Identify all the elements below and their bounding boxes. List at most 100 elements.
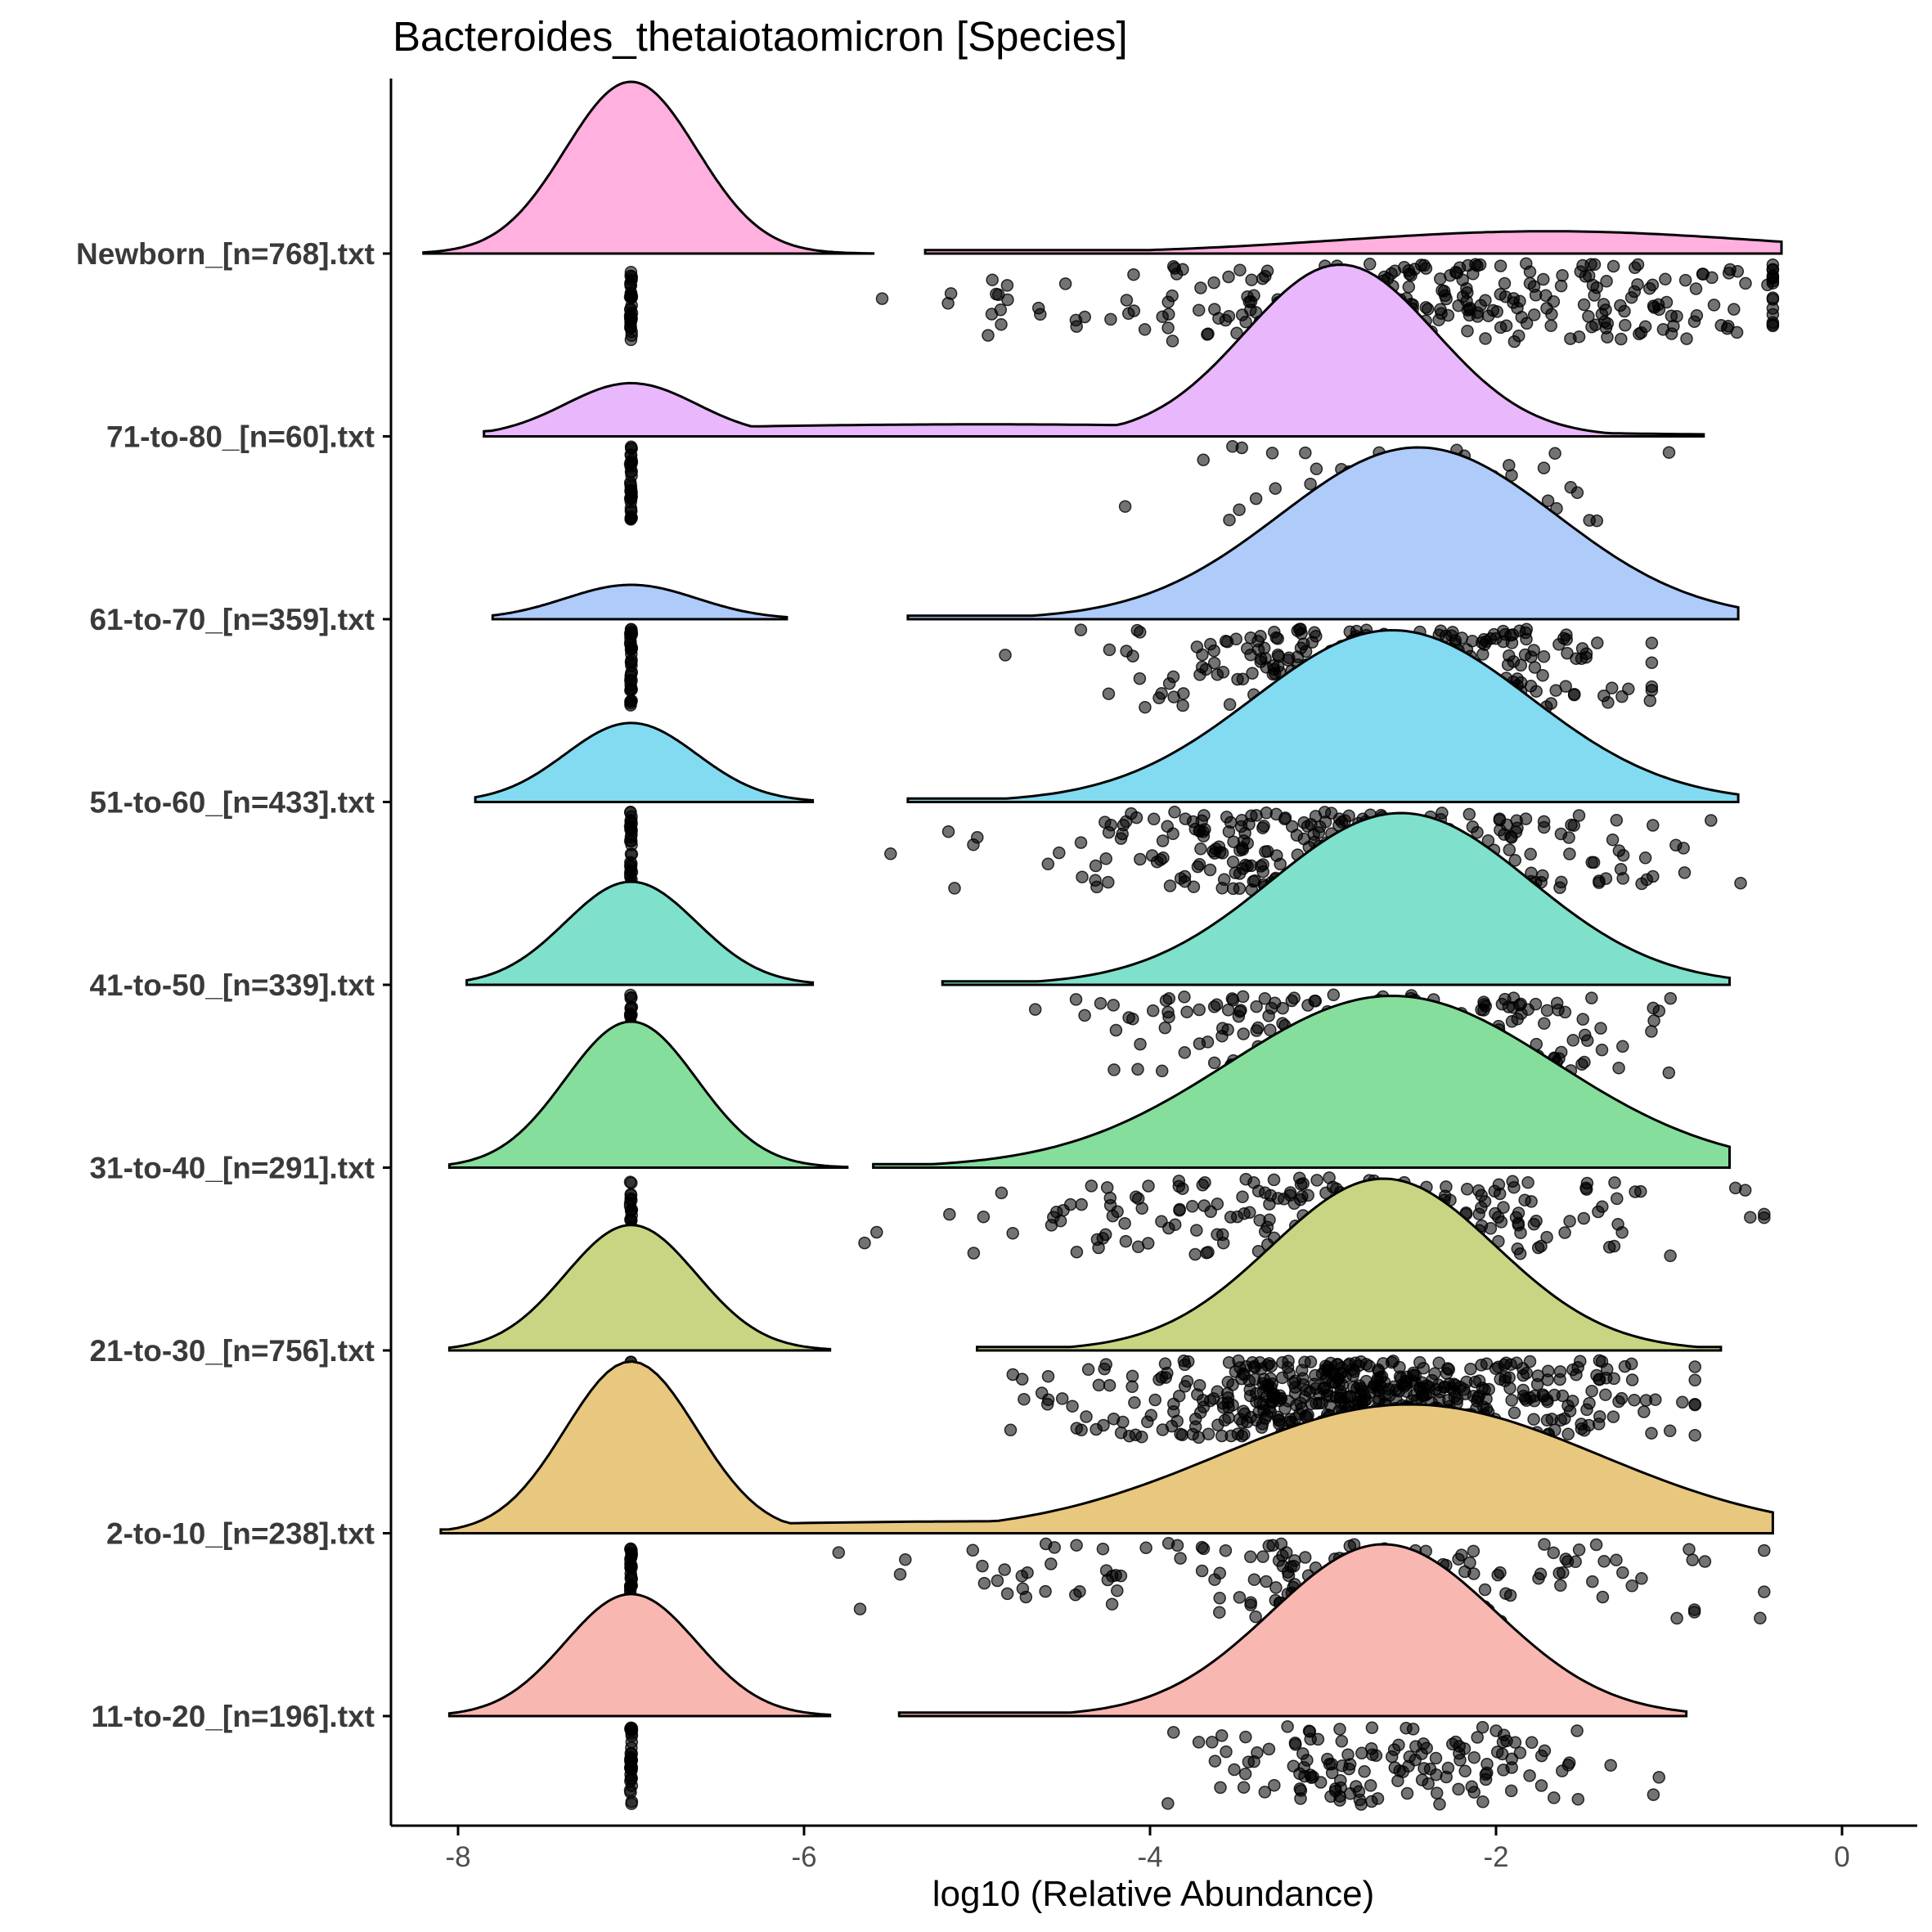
density-high-2 — [906, 446, 1740, 621]
data-point — [1670, 1611, 1683, 1625]
data-point — [1556, 268, 1569, 282]
data-point — [1471, 1395, 1484, 1408]
data-point — [1174, 1427, 1187, 1441]
data-point — [1202, 327, 1215, 340]
density-low-2 — [491, 583, 789, 621]
data-point — [1197, 825, 1210, 838]
data-point — [1244, 303, 1257, 317]
group-0 — [422, 80, 1783, 348]
data-point — [1456, 273, 1469, 286]
data-point — [1537, 649, 1551, 663]
data-point — [1180, 1005, 1193, 1018]
zero-point — [624, 333, 638, 347]
data-point — [976, 1559, 989, 1573]
data-point — [1166, 289, 1179, 303]
data-point — [1576, 1013, 1589, 1026]
data-point — [1178, 991, 1191, 1004]
data-point — [1250, 1000, 1263, 1013]
data-point — [1155, 1064, 1169, 1078]
group-2 — [491, 446, 1740, 714]
zero-point — [624, 684, 637, 697]
density-high-6 — [976, 1177, 1723, 1352]
data-point — [1698, 1555, 1712, 1568]
data-point — [1092, 1378, 1106, 1392]
data-point — [1647, 1014, 1660, 1027]
data-point — [1187, 880, 1201, 893]
data-point — [1494, 321, 1507, 335]
data-point — [1413, 1355, 1427, 1369]
data-point — [1131, 1240, 1145, 1254]
data-point — [1501, 658, 1515, 672]
data-point — [1521, 1175, 1534, 1189]
density-low-5 — [447, 1020, 849, 1169]
data-point — [1229, 632, 1242, 646]
data-point — [1599, 1388, 1612, 1401]
data-point — [1207, 644, 1220, 658]
data-point — [1419, 262, 1433, 275]
data-point — [1269, 631, 1283, 645]
data-point — [1680, 332, 1693, 345]
data-point — [1509, 1211, 1523, 1224]
data-point — [1560, 628, 1573, 641]
data-point — [1245, 809, 1258, 823]
data-point — [1166, 670, 1180, 684]
data-point — [1458, 1387, 1472, 1400]
data-point — [1172, 1179, 1186, 1193]
data-point — [1177, 687, 1190, 700]
zero-point — [625, 1723, 639, 1737]
group-1 — [483, 263, 1705, 528]
data-point — [1312, 1396, 1326, 1410]
data-point — [1207, 656, 1221, 670]
data-point — [1391, 1774, 1404, 1787]
data-point — [1605, 681, 1619, 694]
data-point — [1103, 643, 1117, 657]
density-low-6 — [447, 1224, 832, 1352]
data-point — [1069, 993, 1083, 1006]
zero-point — [625, 834, 638, 848]
data-point — [1408, 1389, 1421, 1402]
data-point — [1258, 1786, 1272, 1799]
data-point — [1545, 1413, 1559, 1426]
data-point — [1253, 1214, 1266, 1227]
data-point — [1233, 1004, 1247, 1018]
data-point — [1297, 832, 1310, 846]
data-point — [1216, 1236, 1230, 1250]
data-point — [1471, 1731, 1484, 1744]
data-point — [1400, 1786, 1414, 1800]
data-point — [1547, 294, 1561, 308]
data-point — [1106, 1209, 1120, 1223]
data-point — [1578, 1055, 1591, 1069]
data-point — [1461, 324, 1474, 338]
data-point — [1138, 323, 1152, 336]
data-point — [1540, 1004, 1554, 1018]
zero-point — [624, 290, 637, 303]
data-point — [1223, 513, 1236, 527]
data-point — [1511, 672, 1524, 685]
chart-title: Bacteroides_thetaiotaomicron [Species] — [393, 13, 1128, 60]
data-point — [1664, 1249, 1677, 1263]
data-point — [1363, 1359, 1376, 1373]
data-point — [1193, 857, 1206, 871]
data-point — [1244, 648, 1257, 662]
data-point — [1282, 1569, 1296, 1583]
data-point — [1213, 1606, 1226, 1619]
data-point — [1530, 1377, 1544, 1391]
data-point — [1471, 825, 1484, 839]
data-point — [941, 297, 955, 310]
data-point — [1139, 1541, 1152, 1555]
data-point — [1247, 289, 1260, 303]
data-point — [1530, 685, 1543, 698]
data-point — [1452, 299, 1465, 312]
data-point — [1195, 1540, 1209, 1554]
data-point — [1335, 1735, 1349, 1748]
data-point — [1244, 1550, 1257, 1564]
data-point — [1688, 1428, 1701, 1442]
data-point — [1519, 812, 1533, 825]
data-point — [1040, 1398, 1054, 1411]
data-point — [1595, 1355, 1609, 1368]
data-point — [1472, 1374, 1486, 1387]
data-point — [1610, 814, 1624, 827]
data-point — [1664, 991, 1678, 1005]
data-point — [1643, 694, 1657, 708]
data-point — [1134, 852, 1147, 866]
